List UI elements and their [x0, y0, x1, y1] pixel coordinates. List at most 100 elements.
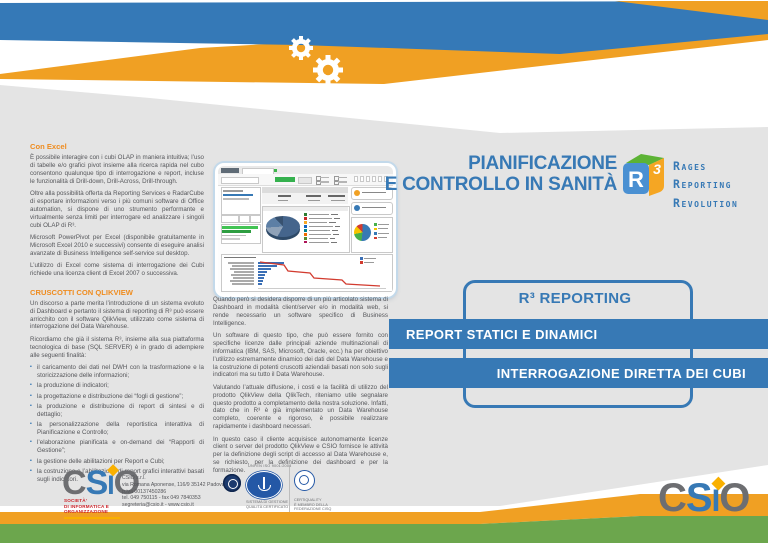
- dash-button-icon: [354, 189, 360, 196]
- wordmark-line: REVOLUTION: [673, 195, 739, 210]
- dash-axis-label: [230, 280, 254, 282]
- dash-tab: [221, 167, 239, 173]
- dash-selected-row: [222, 225, 258, 229]
- address-line: via Romana Aponense, 116/9 35142 Padova: [122, 481, 225, 488]
- dash-bar: [258, 276, 264, 279]
- csio-letter-o: O: [113, 464, 140, 502]
- dash-number: [308, 199, 320, 201]
- csio-logo-large: CSIO: [658, 476, 750, 521]
- dash-button: [298, 176, 312, 184]
- bullet-item: la progettazione e distribuzione dei “fo…: [30, 393, 204, 401]
- cube-top-face: [626, 154, 664, 165]
- company-address: CSIO s.r.l. via Romana Aponense, 116/9 3…: [122, 475, 225, 509]
- dash-tabbar: [218, 166, 393, 174]
- bullet-item: la produzione di indicatori;: [30, 382, 204, 390]
- dash-button-label: [362, 206, 386, 208]
- certiquality-seal-icon: [246, 471, 282, 499]
- dash-number: [328, 195, 345, 197]
- dash-bar: [258, 270, 267, 273]
- banner-label: INTERROGAZIONE DIRETTA DEI CUBI: [496, 365, 746, 381]
- address-line: tel. 049 750115 - fax 049 7840353: [122, 495, 201, 502]
- dash-text-line: [222, 234, 246, 236]
- gear-icon: [313, 55, 343, 85]
- left-column: Con Excel È possibile interagire con i c…: [30, 142, 204, 486]
- dash-checkbox: [334, 176, 339, 181]
- certification-caption: CERTIQUALITY È MEMBRO DELLA FEDERAZIONE …: [294, 498, 332, 512]
- dash-button-label: [362, 191, 386, 193]
- dash-pie-legend: [304, 213, 346, 249]
- dash-text-line: [223, 198, 249, 200]
- dash-text-line: [223, 194, 253, 196]
- dash-bar: [258, 282, 262, 285]
- dash-bar: [258, 264, 277, 267]
- middle-column: Quando però si desidera disporre di un p…: [213, 296, 388, 479]
- dash-search-box: [221, 176, 259, 184]
- title-line-2: E CONTROLLO IN SANITÀ: [384, 174, 618, 196]
- address-line: CSIO s.r.l.: [122, 475, 146, 481]
- dashboard-screenshot: [215, 163, 396, 297]
- divider: [289, 467, 290, 512]
- tagline-line: ORGANIZZAZIONE: [64, 509, 109, 515]
- wordmark-line: RAGES: [673, 159, 707, 173]
- csio-tagline: SOCIETÀ’ DI INFORMATICA E ORGANIZZAZIONE: [64, 498, 120, 520]
- dash-label-line: [338, 181, 347, 183]
- cisq-seal-icon: [294, 470, 315, 491]
- cube-right-face: [649, 158, 664, 196]
- dash-checkbox: [316, 180, 321, 185]
- dash-button: [239, 215, 250, 223]
- banner-report-statici: REPORT STATICI E DINAMICI: [389, 319, 768, 349]
- dash-mini-buttons: [354, 176, 389, 183]
- dash-table-rows: [262, 193, 348, 204]
- cube-exponent: 3: [653, 161, 661, 177]
- bullet-item: la personalizzazione della reportistica …: [30, 421, 204, 437]
- orange-corner-triangle: [615, 1, 768, 20]
- dash-number: [331, 199, 345, 201]
- csio-letter-i: I: [107, 470, 114, 500]
- paragraph: È possibile interagire con i cubi OLAP i…: [30, 154, 204, 185]
- dash-bar: [258, 273, 265, 276]
- section-heading-excel: Con Excel: [30, 142, 67, 151]
- wordmark-line: REPORTING: [673, 177, 732, 192]
- dash-bar: [258, 267, 271, 270]
- dash-axis-label: [232, 283, 254, 285]
- dash-listbox: [221, 187, 261, 215]
- bullet-item: la gestione delle abilitazioni per Repor…: [30, 458, 204, 466]
- dash-panel-title: [262, 206, 348, 211]
- dash-small-pie-legend: [374, 223, 390, 247]
- csio-logo: CSIO: [62, 464, 140, 503]
- dash-number: [278, 199, 288, 201]
- csio-letter-c: C: [658, 476, 687, 520]
- dash-axis: [258, 287, 386, 289]
- dash-number: [306, 195, 321, 197]
- r3-cube-logo: R 3: [618, 150, 668, 209]
- dash-table-header: [262, 187, 348, 193]
- csio-letter-c: C: [62, 464, 87, 502]
- paragraph: Ricordiamo che già il sistema R³, insiem…: [30, 335, 204, 359]
- paragraph: In questo caso il cliente acquisisce aut…: [213, 435, 388, 475]
- dash-axis-label: [233, 277, 254, 279]
- dash-label-line: [338, 176, 347, 178]
- dash-legend-label: [364, 261, 374, 263]
- dash-bar: [258, 261, 284, 264]
- bullet-item: la costruzione e l’abilitazione di repor…: [30, 468, 204, 484]
- paragraph: Un discorso a parte merita l’introduzion…: [30, 299, 204, 331]
- accredia-seal-icon: [223, 474, 241, 492]
- paragraph: Microsoft PowerPivot per Excel (disponib…: [30, 233, 204, 257]
- tagline-underline: [64, 516, 120, 520]
- dash-legend-swatch: [360, 261, 363, 264]
- brochure-title: PIANIFICAZIONE E CONTROLLO IN SANITÀ: [317, 153, 618, 196]
- cube-front-face: [623, 163, 649, 194]
- tagline-line: DI INFORMATICA E: [64, 503, 110, 509]
- dash-text-line: [223, 190, 243, 192]
- dash-axis-label: [230, 268, 254, 270]
- r3-wordmark: RAGES REPORTING REVOLUTION: [673, 157, 738, 212]
- paragraph: Quando però si desidera disporre di un p…: [213, 296, 388, 327]
- section-heading-qlikview: CRUSCOTTI CON QLIKVIEW: [30, 287, 133, 297]
- footer-green-band: [0, 516, 768, 543]
- dash-text-line: [222, 238, 240, 240]
- dash-button: [221, 215, 239, 223]
- address-line: p.iva 00137450286: [122, 488, 167, 495]
- iso-certification-label: UNI EN ISO 9001:2008: [248, 464, 292, 468]
- bullet-item: la produzione e distribuzione di report …: [30, 403, 204, 419]
